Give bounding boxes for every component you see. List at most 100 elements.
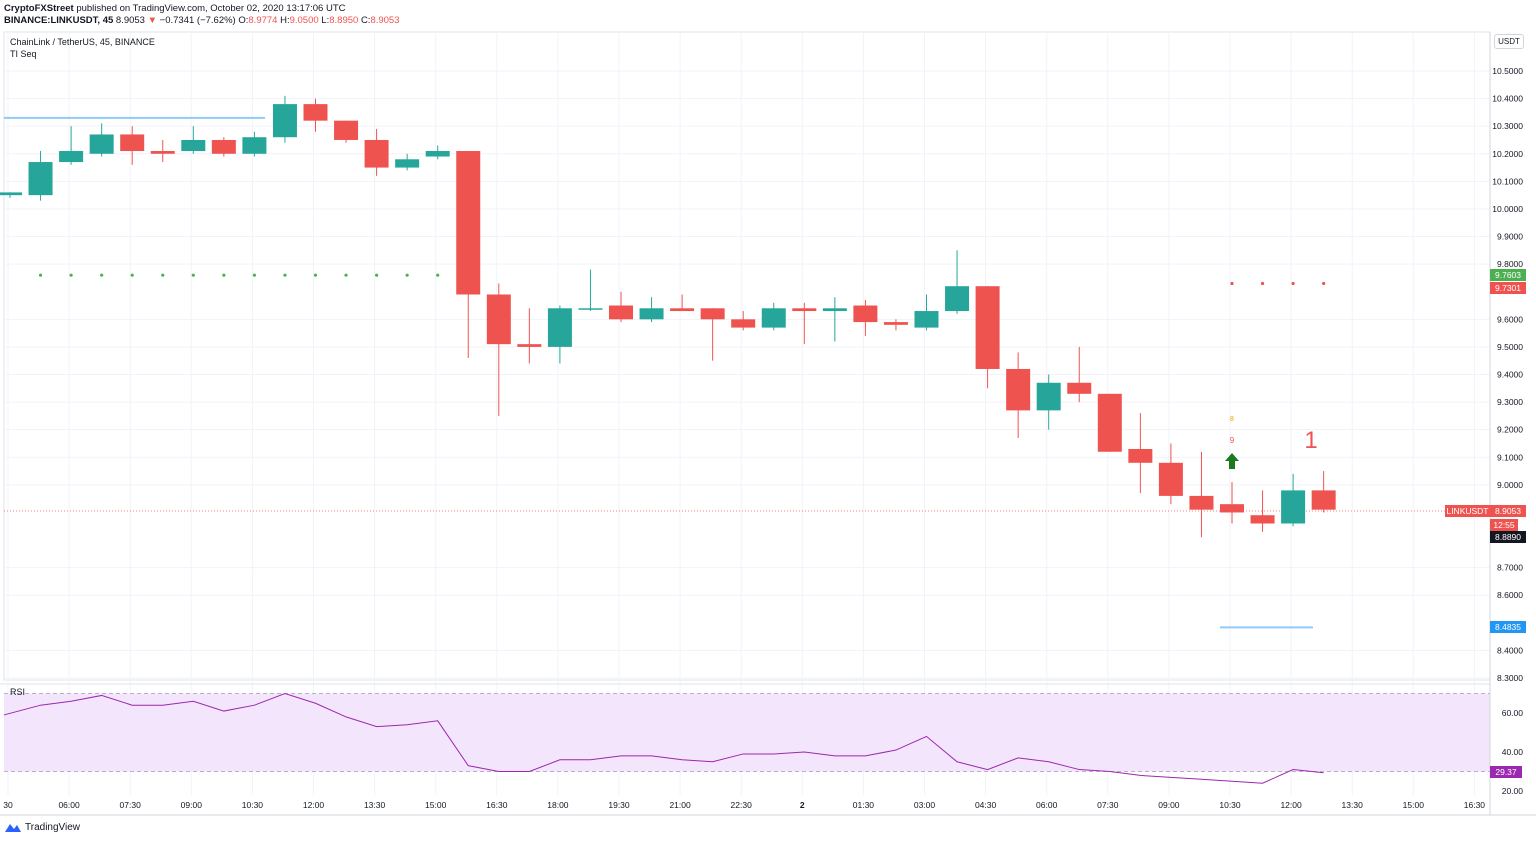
candle-body	[334, 120, 359, 140]
setup-dot-green	[405, 273, 409, 277]
candle-body	[700, 308, 725, 320]
current-symbol-tag: LINKUSDT	[1445, 505, 1490, 517]
x-tick-label: 10:30	[1219, 800, 1241, 810]
rsi-title[interactable]: RSI	[10, 687, 26, 697]
annotations-layer: 8 9 1	[1225, 416, 1318, 469]
setup-dot-green	[222, 273, 226, 277]
candle-body	[1311, 490, 1336, 510]
candle-body	[639, 308, 664, 320]
currency-button[interactable]: USDT	[1494, 34, 1524, 49]
x-tick-label: 18:00	[547, 800, 569, 810]
x-tick-label: 2	[800, 800, 805, 810]
setup-dot-green	[130, 273, 134, 277]
indicator-title[interactable]: TI Seq	[10, 49, 37, 59]
candle-body	[1128, 448, 1153, 463]
candle-body	[486, 294, 511, 345]
header-ohlc-line: BINANCE:LINKUSDT, 45 8.9053 ▼ −0.7341 (−…	[4, 15, 400, 26]
y-tick-label: 9.8000	[1497, 259, 1523, 269]
candle-body	[181, 139, 206, 152]
tradingview-logo-icon	[5, 824, 21, 832]
buy-arrow-icon	[1225, 453, 1239, 469]
red-level-tag: 9.7301	[1490, 282, 1526, 294]
axes-layer: 10.5000 10.4000 10.3000 10.2000 10.1000 10.00…	[0, 32, 1536, 816]
big-count-1: 1	[1304, 427, 1317, 454]
y-tick-label: 8.3000	[1497, 673, 1523, 683]
rsi-tick-label: 40.00	[1502, 747, 1524, 757]
x-tick-label: 19:30	[608, 800, 630, 810]
candle-body	[975, 286, 1000, 369]
y-tick-label: 9.5000	[1497, 342, 1523, 352]
published-text: published on TradingView.com, October 02…	[73, 3, 346, 14]
x-tick-label: 10:30	[242, 800, 264, 810]
candle-body	[1281, 490, 1306, 524]
candle-body	[792, 308, 817, 312]
branding-text: TradingView	[25, 821, 81, 833]
candle-body	[670, 308, 695, 312]
candle-body	[731, 319, 756, 328]
levels-layer	[4, 116, 1490, 629]
candle-body	[150, 151, 175, 154]
setup-dot-green	[283, 273, 287, 277]
rsi-tick-label: 60.00	[1502, 708, 1524, 718]
candle-body	[1189, 495, 1214, 510]
candles-layer[interactable]	[0, 95, 1336, 538]
setup-dot-green	[69, 273, 73, 277]
candle-body	[547, 308, 572, 347]
x-tick-label: 16:30	[486, 800, 508, 810]
open-label: O:	[238, 15, 249, 26]
setup-dot-green	[344, 273, 348, 277]
x-tick-label: 07:30	[120, 800, 142, 810]
symbol-title[interactable]: ChainLink / TetherUS, 45, BINANCE	[10, 37, 155, 47]
candle-body	[853, 305, 878, 323]
y-tick-label: 8.7000	[1497, 563, 1523, 573]
close-value: 8.9053	[370, 15, 400, 26]
x-tick-label: 01:30	[853, 800, 875, 810]
current-price-tag: 8.9053	[1490, 505, 1526, 517]
candle-body	[456, 151, 481, 295]
candle-body	[609, 305, 633, 320]
setup-dot-red	[1260, 281, 1265, 286]
x-tick-label: 12:00	[303, 800, 325, 810]
publisher-name[interactable]: CryptoFXStreet	[4, 3, 74, 14]
candle-body	[242, 137, 267, 154]
y-tick-label: 9.9000	[1497, 232, 1523, 242]
setup-dot-green	[38, 273, 43, 277]
rsi-band	[4, 693, 1490, 772]
y-tick-label: 10.5000	[1492, 66, 1523, 76]
setup-dot-red	[1291, 281, 1295, 286]
x-tick-label: 15:00	[425, 800, 447, 810]
seq-count-9: 9	[1230, 436, 1235, 445]
main-pane-frame	[3, 31, 1491, 681]
candle-body	[914, 311, 939, 328]
candle-body	[1006, 368, 1031, 411]
candle-body	[1097, 393, 1122, 452]
high-value: 9.0500	[289, 15, 319, 26]
x-tick-label: 07:30	[1097, 800, 1119, 810]
setup-dot-green	[100, 273, 104, 277]
close-label: C:	[360, 15, 371, 26]
blue-level-tag: 8.4835	[1490, 621, 1526, 633]
seq-count-8: 8	[1230, 416, 1234, 423]
candle-body	[120, 134, 145, 152]
candle-body	[272, 104, 297, 138]
y-tick-label: 10.0000	[1492, 204, 1523, 214]
x-tick-label: 06:00	[58, 800, 80, 810]
setup-dot-green	[436, 273, 440, 277]
y-tick-label: 9.2000	[1497, 425, 1523, 435]
rsi-pane[interactable]	[0, 683, 1490, 784]
candle-body	[517, 344, 542, 347]
change-value: −0.7341 (−7.62%)	[159, 15, 236, 26]
tradingview-logo[interactable]: TradingView	[4, 821, 80, 833]
setup-dot-red	[1322, 281, 1326, 286]
x-tick-label: 13:30	[364, 800, 386, 810]
y-tick-label: 9.0000	[1497, 480, 1523, 490]
candle-body	[425, 151, 450, 157]
countdown-tag: 12:55	[1490, 519, 1518, 531]
high-label: H:	[280, 15, 290, 26]
candle-body	[1158, 462, 1183, 496]
candle-body	[303, 104, 328, 121]
rsi-tick-label: 20.00	[1502, 786, 1524, 796]
last-price: 8.9053	[115, 15, 145, 26]
open-value: 8.9774	[248, 15, 278, 26]
